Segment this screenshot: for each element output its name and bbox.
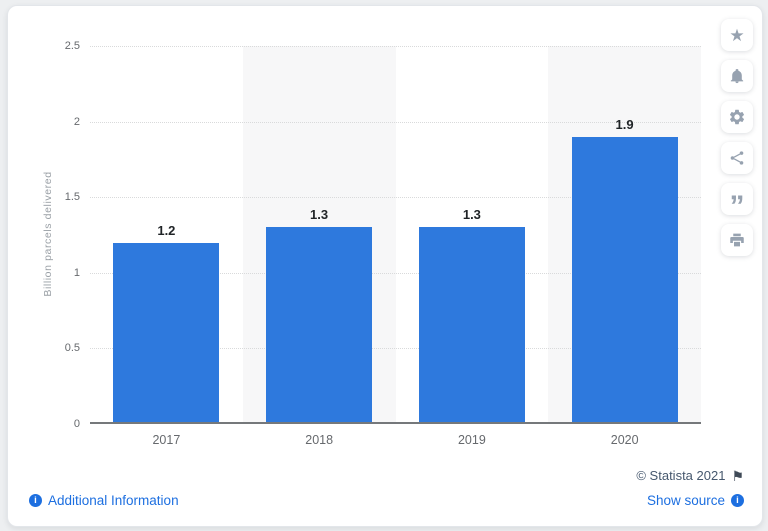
chart-toolbar: ★ ” <box>721 19 753 256</box>
x-tick-2017: 2017 <box>152 433 181 447</box>
y-tick-0: 0 <box>73 418 80 430</box>
statista-credit: © Statista 2021 ⚑ <box>636 468 744 483</box>
value-label-2019: 1.3 <box>462 207 481 223</box>
favorite-button[interactable]: ★ <box>721 19 753 51</box>
settings-button[interactable] <box>721 101 753 133</box>
gridline-2 <box>90 121 701 123</box>
chart-card: Billion parcels delivered 0 0.5 1 1.5 2 2.5 1.… <box>7 5 763 527</box>
gear-icon <box>728 108 746 126</box>
value-label-2018: 1.3 <box>310 207 329 223</box>
y-tick-2: 2 <box>73 115 80 128</box>
x-axis-line <box>90 422 701 424</box>
bell-icon <box>728 67 746 85</box>
show-source-label: Show source <box>646 493 725 508</box>
show-source-link[interactable]: Show source i <box>647 493 744 508</box>
gridline-2.5 <box>90 46 701 47</box>
share-icon <box>728 149 746 167</box>
x-tick-2018: 2018 <box>305 433 334 447</box>
alerts-button[interactable] <box>721 60 753 92</box>
bar-2019[interactable] <box>418 227 525 424</box>
plot-area: 0 0.5 1 1.5 2 2.5 1.2 2017 1.3 2018 1.3 2019 1.9 2020 <box>8 6 762 526</box>
y-tick-2.5: 2.5 <box>64 40 80 52</box>
additional-information-link[interactable]: i Additional Information <box>29 493 179 508</box>
y-tick-1: 1 <box>73 266 80 279</box>
additional-information-label: Additional Information <box>48 493 179 508</box>
copyright-text: © Statista 2021 <box>636 468 726 483</box>
info-icon: i <box>731 494 744 507</box>
y-tick-0.5: 0.5 <box>64 342 80 355</box>
x-tick-2019: 2019 <box>457 433 486 447</box>
share-button[interactable] <box>721 142 753 174</box>
info-icon: i <box>29 494 42 507</box>
gridline-1.5 <box>90 197 701 199</box>
bar-2020[interactable] <box>571 136 678 424</box>
cite-button[interactable]: ” <box>721 183 753 222</box>
print-button[interactable] <box>721 224 753 256</box>
value-label-2020: 1.9 <box>615 116 634 132</box>
print-icon <box>728 231 746 249</box>
value-label-2017: 1.2 <box>157 222 176 238</box>
flag-icon: ⚑ <box>731 467 744 484</box>
star-icon: ★ <box>729 25 745 45</box>
x-tick-2020: 2020 <box>610 433 639 447</box>
gridline-1 <box>90 272 701 274</box>
gridline-0.5 <box>90 348 701 350</box>
bar-2017[interactable] <box>113 242 220 424</box>
y-tick-1.5: 1.5 <box>64 191 80 204</box>
bar-2018[interactable] <box>266 227 373 424</box>
